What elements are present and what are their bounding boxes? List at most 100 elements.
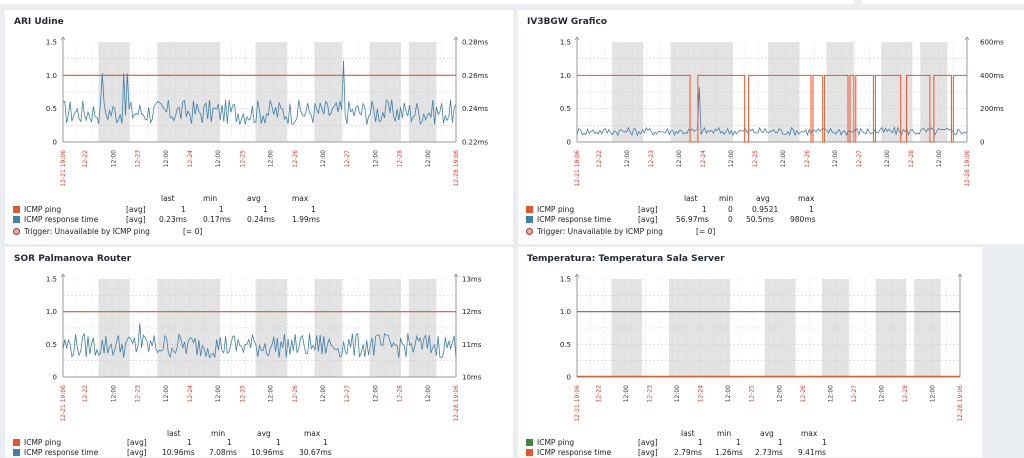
legend-color-swatch [526, 206, 533, 213]
x-tick-label: 12:00 [215, 385, 222, 402]
y-tick-label-right: 400ms [980, 72, 1004, 80]
legend-item-max: 980ms [790, 215, 816, 224]
y-tick-label: 1.0 [560, 72, 571, 80]
x-tick-label: 12:00 [936, 150, 943, 167]
x-tick-label: 12-24 [698, 385, 705, 403]
graph-widget-sor-palmanova[interactable]: SOR Palmanova Router 1.5 1.0 0.5 0 13ms 12ms 1… [5, 247, 513, 457]
legend-item-avg: 0.24ms [247, 215, 275, 224]
graph-widget-iv3bgw[interactable]: IV3BGW Grafico 1.5 1.0 0.5 0 600ms 400ms 200ms… [518, 10, 1024, 244]
graph-legend: last min avg max ICMP ping [avg] 1 0 0.9… [526, 194, 1006, 242]
x-tick-label: 12-22 [596, 150, 603, 168]
legend-row: ICMP response time [avg] 10.96ms 7.08ms … [13, 448, 493, 458]
x-tick-label: 12-28 [397, 385, 404, 403]
legend-item-avg: 0.9521 [752, 205, 779, 214]
legend-item-last: 1 [181, 205, 186, 214]
legend-color-swatch [526, 449, 533, 456]
x-tick-label: 12:00 [372, 385, 379, 402]
legend-color-swatch [13, 216, 20, 223]
legend-item-name: ICMP ping [537, 205, 575, 214]
x-tick-label: 12:00 [776, 385, 783, 402]
series-icmp-response-time [576, 87, 968, 137]
widget-title: Temperatura: Temperatura Sala Server [527, 254, 725, 264]
legend-item-min: 1.26ms [715, 448, 743, 457]
y-tick-label-right: 0.28ms [462, 39, 488, 47]
graph-canvas[interactable]: 1.5 1.0 0.5 0 13ms 12ms 11ms 10ms 12-22 12:00 12-2… [5, 247, 513, 457]
y-tick-label: 0.5 [560, 341, 571, 349]
y-tick-label: 1.0 [46, 308, 57, 316]
legend-header-max: max [801, 429, 818, 438]
legend-header-last: last [684, 194, 698, 203]
y-tick-label: 0.5 [46, 341, 57, 349]
x-tick-label: 12:00 [268, 150, 275, 167]
graph-canvas[interactable]: 1.5 1.0 0.5 0 12-22 12:00 12-23 12:00 12-24 12:00… [518, 247, 982, 457]
legend-item-min: 7.08ms [209, 448, 237, 457]
legend-row: ICMP ping [avg] 1 1 1 1 [13, 205, 493, 215]
trigger-name: Trigger: Unavailable by ICMP ping [24, 227, 150, 236]
axis-arrow [574, 36, 580, 41]
x-end-label: 12-28 19:06 [964, 150, 971, 187]
legend-item-max: 1 [323, 438, 328, 447]
legend-item-last: 56.97ms [676, 215, 709, 224]
top-widget-bottom-edge-right [862, 0, 1024, 4]
legend-header-min: min [719, 194, 734, 203]
legend-item-func: [avg] [638, 438, 658, 447]
legend-item-name: ICMP response time [24, 448, 99, 457]
legend-item-avg: 10.96ms [251, 448, 284, 457]
graph-widget-ari-udine[interactable]: ARI Udine 1.5 1.0 0.5 0 0.28ms 0.26ms 0.24ms 0.… [5, 10, 513, 244]
legend-trigger-row: Trigger: Unavailable by ICMP ping [= 0] [526, 227, 1006, 237]
axis-arrow [574, 273, 580, 278]
legend-item-func: [avg] [638, 205, 658, 214]
legend-header-min: min [717, 429, 732, 438]
top-widget-bottom-edge [0, 0, 854, 4]
x-tick-label: 12-22 [596, 385, 603, 403]
legend-header-last: last [161, 194, 175, 203]
graph-canvas[interactable]: 1.5 1.0 0.5 0 0.28ms 0.26ms 0.24ms 0.22ms 12-22 1… [5, 10, 513, 244]
y-tick-label: 1.5 [46, 39, 57, 47]
graph-canvas[interactable]: 1.5 1.0 0.5 0 600ms 400ms 200ms 0 12-22 12:00 12-2… [518, 10, 1024, 244]
x-tick-label: 12-25 [239, 150, 246, 168]
legend-item-name: ICMP ping [537, 438, 575, 447]
top-widget-strip [0, 0, 1024, 6]
x-tick-label: 12-26 [292, 150, 299, 168]
x-end-label: 12-28 19:06 [453, 385, 460, 422]
x-tick-label: 12:00 [268, 385, 275, 402]
y-tick-label-right: 0.24ms [462, 105, 488, 113]
x-tick-label: 12:00 [878, 385, 885, 402]
graph-plot-area: 1.5 1.0 0.5 0 12-22 12:00 12-23 12:00 12-24 12:00… [560, 273, 964, 422]
legend-color-swatch [13, 439, 20, 446]
graph-plot-area: 1.5 1.0 0.5 0 0.28ms 0.26ms 0.24ms 0.22ms 12-22 1… [46, 36, 488, 187]
x-tick-label: 12-22 [82, 385, 89, 403]
x-tick-label: 12:00 [827, 385, 834, 402]
legend-item-last: 10.96ms [162, 448, 195, 457]
legend-header-last: last [681, 429, 695, 438]
legend-item-max: 1.99ms [292, 215, 320, 224]
legend-header-max: max [292, 194, 309, 203]
x-tick-label: 12:00 [674, 385, 681, 402]
y-tick-label: 1.5 [560, 276, 571, 284]
series-icmp-response-time [62, 323, 457, 359]
trigger-name: Trigger: Unavailable by ICMP ping [537, 227, 663, 236]
legend-item-func: [avg] [638, 448, 658, 457]
legend-header-max: max [798, 194, 815, 203]
graph-plot-area: 1.5 1.0 0.5 0 13ms 12ms 11ms 10ms 12-22 12:00 12-2… [46, 273, 482, 422]
x-tick-label: 12-24 [700, 150, 707, 168]
x-tick-label: 12-24 [187, 385, 194, 403]
y-tick-label: 1.5 [46, 276, 57, 284]
y-tick-label: 0.5 [560, 105, 571, 113]
axis-arrow [60, 36, 66, 41]
y-tick-label: 1.0 [560, 308, 571, 316]
legend-row: ICMP response time [avg] 2.79ms 1.26ms 2… [526, 448, 976, 458]
legend-item-avg: 1 [263, 205, 268, 214]
x-tick-label: 12-23 [135, 385, 142, 403]
x-tick-label: 12-23 [648, 150, 655, 168]
axis-arrow [957, 273, 963, 278]
legend-item-name: ICMP ping [24, 438, 62, 447]
legend-item-func: [avg] [638, 215, 658, 224]
y-tick-label-right: 12ms [462, 308, 482, 316]
y-tick-label: 0 [53, 374, 57, 382]
graph-widget-temperatura[interactable]: Temperatura: Temperatura Sala Server 1.5… [518, 247, 982, 457]
legend-item-last: 0.23ms [159, 215, 187, 224]
y-tick-label-right: 200ms [980, 105, 1004, 113]
legend-item-min: 0.17ms [203, 215, 231, 224]
x-tick-label: 12-27 [856, 150, 863, 168]
